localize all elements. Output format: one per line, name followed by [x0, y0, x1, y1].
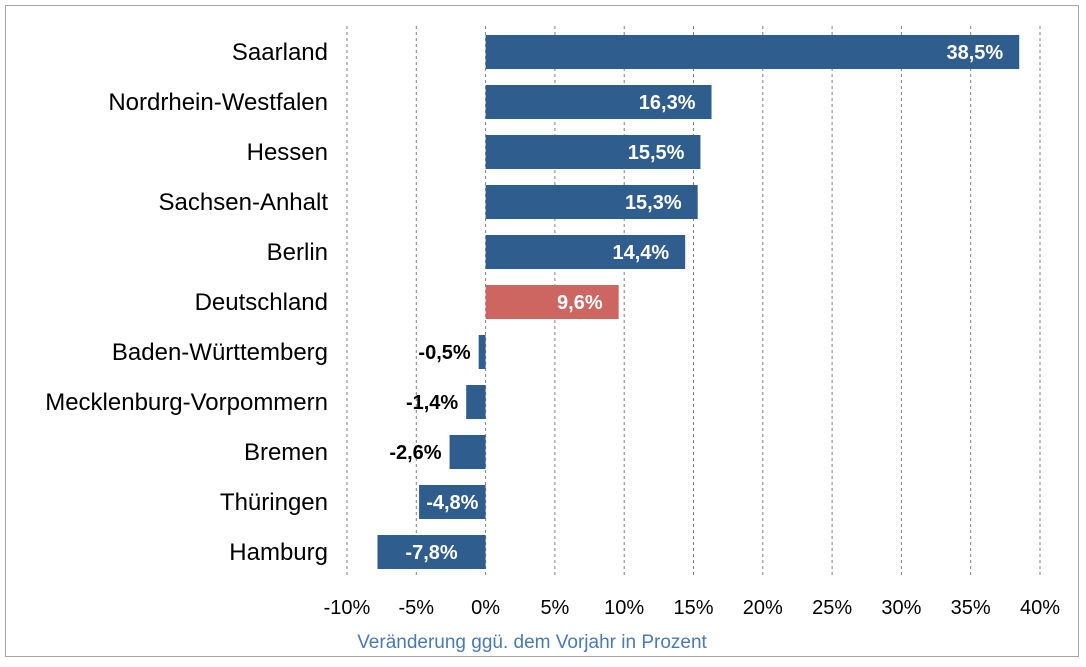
- label-layer: Saarland 38,5% Nordrhein-Westfalen 16,3% Hes…: [45, 39, 1003, 566]
- bar: [485, 135, 701, 169]
- x-tick-label: 40%: [1020, 597, 1060, 619]
- value-label: 9,6%: [557, 292, 603, 314]
- bar: [485, 85, 712, 119]
- category-label: Sachsen-Anhalt: [159, 189, 329, 216]
- x-tick-label: 35%: [951, 597, 991, 619]
- bar: [485, 35, 1020, 69]
- value-label: 16,3%: [639, 92, 696, 114]
- category-label: Hessen: [247, 139, 328, 166]
- x-axis-title: Veränderung ggü. dem Vorjahr in Prozent: [357, 632, 707, 653]
- value-label: 15,5%: [628, 142, 685, 164]
- x-tick-label: 15%: [673, 597, 713, 619]
- tick-layer: -10% -5% 0% 5% 10% 15% 20% 25% 30% 35% 40%: [324, 597, 1061, 619]
- x-tick-label: 25%: [812, 597, 852, 619]
- bar-layer: [377, 35, 1020, 569]
- x-tick-label: 30%: [881, 597, 921, 619]
- x-tick-label: -5%: [399, 597, 435, 619]
- value-label: -7,8%: [405, 542, 457, 564]
- bar: [466, 385, 486, 419]
- x-tick-label: -10%: [324, 597, 371, 619]
- bar: [485, 235, 686, 269]
- value-label: 15,3%: [625, 192, 682, 214]
- bar-chart: Saarland 38,5% Nordrhein-Westfalen 16,3% Hes…: [45, 26, 1061, 653]
- category-label: Deutschland: [195, 289, 328, 316]
- bar: [485, 185, 698, 219]
- x-tick-label: 0%: [471, 597, 500, 619]
- chart-frame: Saarland 38,5% Nordrhein-Westfalen 16,3% Hes…: [5, 5, 1079, 657]
- category-label: Baden-Württemberg: [112, 339, 328, 366]
- value-label: -4,8%: [426, 492, 478, 514]
- x-tick-label: 10%: [604, 597, 644, 619]
- category-label: Thüringen: [220, 489, 328, 516]
- value-label: -0,5%: [418, 342, 470, 364]
- category-label: Saarland: [232, 39, 328, 66]
- x-tick-label: 20%: [743, 597, 783, 619]
- category-label: Mecklenburg-Vorpommern: [45, 389, 328, 416]
- value-label: -1,4%: [406, 392, 458, 414]
- bar: [449, 435, 486, 469]
- value-label: 14,4%: [612, 242, 669, 264]
- category-label: Nordrhein-Westfalen: [108, 89, 328, 116]
- x-tick-label: 5%: [540, 597, 569, 619]
- bar: [478, 335, 486, 369]
- bar: [419, 485, 486, 519]
- value-label: 38,5%: [946, 42, 1003, 64]
- category-label: Berlin: [267, 239, 328, 266]
- bar: [377, 535, 486, 569]
- category-label: Bremen: [244, 439, 328, 466]
- category-label: Hamburg: [229, 539, 328, 566]
- bar: [485, 285, 619, 319]
- value-label: -2,6%: [389, 442, 441, 464]
